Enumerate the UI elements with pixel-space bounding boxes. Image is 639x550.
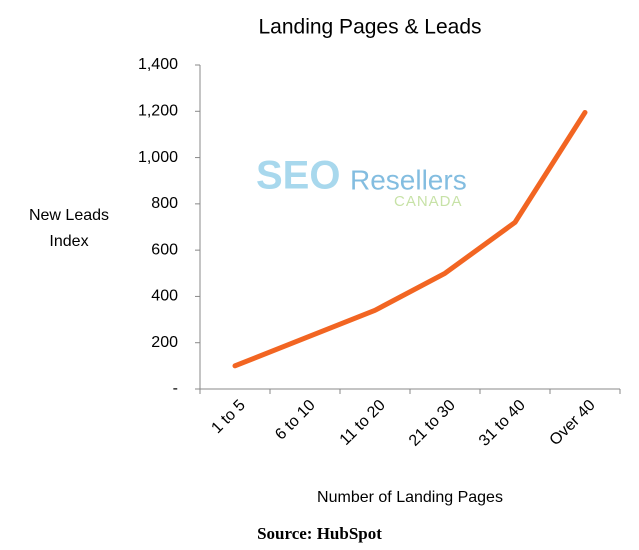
y-axis-label: New Leads Index [28,207,110,250]
y-tick-label: 600 [151,241,178,258]
watermark-main: SEO [256,154,340,198]
y-tick-label: 1,000 [138,149,178,166]
x-tick-label: 31 to 40 [476,397,529,450]
data-line [232,109,588,369]
watermark: SEO Resellers CANADA [256,154,467,210]
x-tick-label: 11 to 20 [337,397,389,449]
chart-title: Landing Pages & Leads [258,16,481,39]
x-axis-label: Number of Landing Pages [317,489,503,506]
watermark-brand: Resellers [350,164,467,195]
y-tick-label: 1,200 [138,103,178,120]
y-tick-label: 1,400 [138,56,178,73]
x-tick-label: 1 to 5 [208,397,248,437]
x-tick-label: Over 40 [547,397,599,449]
x-tick-label: 6 to 10 [272,397,319,444]
y-tick-label: 800 [151,195,178,212]
x-tick-label: 21 to 30 [406,397,459,450]
source: Source: HubSpot [257,524,382,543]
watermark-sub: CANADA [394,193,463,210]
y-tick-label: - [173,380,178,397]
y-tick-label: 200 [151,334,178,351]
y-tick-label: 400 [151,288,178,305]
